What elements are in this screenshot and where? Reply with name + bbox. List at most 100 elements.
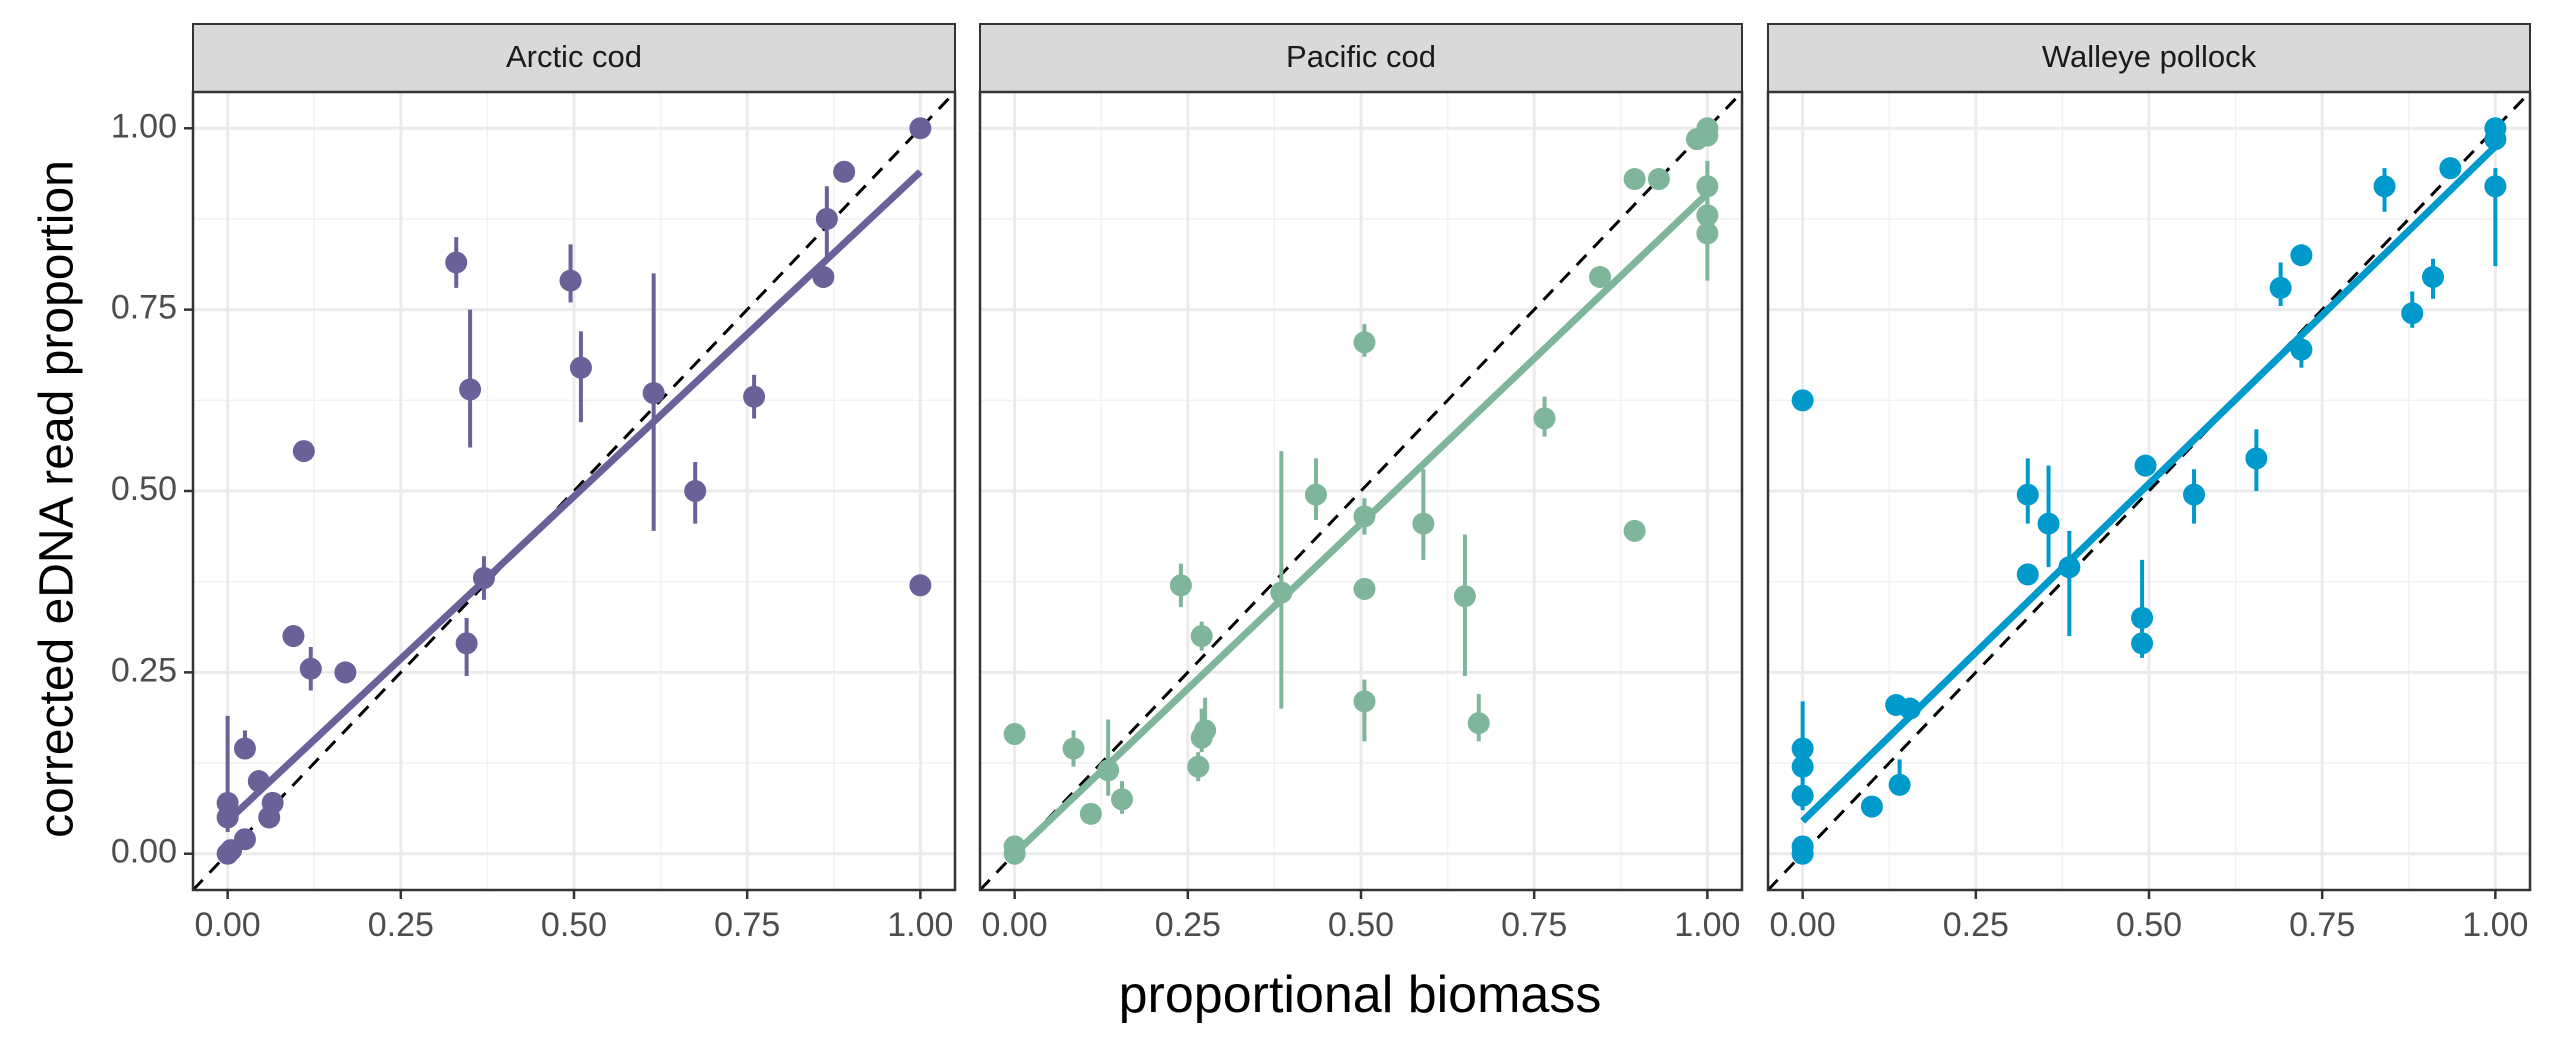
data-point (282, 625, 305, 648)
data-point (1353, 690, 1376, 713)
data-point (233, 737, 256, 760)
data-point (743, 385, 766, 408)
x-tick-label: 0.75 (1501, 906, 1567, 944)
reference-line (1768, 92, 2530, 890)
data-point (334, 661, 357, 684)
data-point (684, 480, 707, 502)
panel-data (980, 92, 1742, 890)
data-point (1097, 759, 1120, 782)
grid (193, 92, 955, 890)
data-point (459, 378, 482, 401)
facet-panel: Walleye pollock 0.00 0.25 0.50 0.75 1.00 (1766, 23, 2532, 944)
reference-line (980, 92, 1742, 890)
facet-strip (1767, 23, 2531, 93)
fit-line (225, 169, 923, 824)
data-point (1304, 483, 1327, 506)
y-axis-title: corrected eDNA read proportion (31, 160, 84, 838)
data-point (1623, 168, 1646, 191)
y-tick-label: 0.25 (111, 651, 177, 689)
facet-strip-label: Walleye pollock (2042, 39, 2257, 74)
x-tick-label: 0.25 (368, 906, 434, 944)
data-point (1003, 835, 1026, 858)
data-point (1079, 802, 1102, 825)
data-point (2131, 632, 2154, 655)
data-point (1791, 755, 1814, 778)
data-point (1860, 795, 1883, 818)
data-point (2016, 483, 2039, 506)
data-point (1270, 581, 1293, 604)
data-point (2183, 483, 2206, 506)
data-point (1003, 723, 1026, 746)
x-tick-label: 1.00 (887, 906, 953, 944)
data-point (1111, 788, 1134, 811)
data-point (815, 207, 838, 230)
data-point (2439, 157, 2462, 180)
x-axis-title: proportional biomass (1119, 966, 1602, 1024)
data-point (1791, 784, 1814, 807)
data-point (1412, 512, 1435, 535)
data-point (2290, 338, 2313, 361)
data-point (1588, 265, 1611, 288)
data-point (1696, 222, 1719, 245)
data-point (216, 791, 239, 814)
facet-panel: Pacific cod 0.00 0.25 0.50 0.75 1.00 (978, 23, 1744, 944)
data-point (2134, 454, 2157, 477)
data-point (2484, 175, 2507, 198)
data-point (2131, 606, 2154, 629)
facet-strip-label: Arctic cod (506, 39, 642, 74)
data-point (292, 440, 315, 463)
data-point (233, 828, 256, 851)
data-point (1696, 175, 1719, 198)
data-point (1453, 585, 1476, 608)
data-point (1696, 204, 1719, 227)
data-point (1791, 737, 1814, 760)
data-point (1791, 835, 1814, 858)
y-tick-label: 0.50 (111, 470, 177, 508)
data-point (1791, 389, 1814, 412)
data-point (1647, 168, 1670, 191)
data-point (1353, 577, 1376, 600)
data-point (2290, 244, 2313, 267)
data-point (1467, 712, 1490, 735)
x-tick-label: 0.50 (541, 906, 607, 944)
data-point (2401, 302, 2424, 325)
data-point (2269, 276, 2292, 299)
data-point (1190, 625, 1213, 648)
data-point (559, 269, 582, 292)
x-tick-label: 0.75 (2289, 906, 2355, 944)
data-point (2058, 556, 2081, 579)
facet-strip (192, 23, 956, 93)
data-point (2484, 128, 2507, 151)
panel-data (1768, 92, 2530, 890)
data-point (1353, 505, 1376, 528)
data-point (1353, 331, 1376, 354)
data-point (472, 567, 495, 590)
facet-panel: Arctic cod 0.00 0.25 0.50 0.75 1.00 0.00 0.25 0.… (111, 23, 957, 944)
x-tick-label: 0.50 (2116, 906, 2182, 944)
x-tick-label: 0.00 (195, 906, 261, 944)
data-point (1696, 124, 1719, 147)
data-point (1169, 574, 1192, 597)
y-tick-label: 0.00 (111, 833, 177, 871)
data-point (2373, 175, 2396, 198)
data-point (247, 770, 270, 793)
data-point (261, 791, 284, 814)
data-point (299, 657, 322, 680)
data-point (1194, 719, 1217, 742)
data-point (2037, 512, 2060, 535)
data-point (1899, 697, 1922, 720)
data-point (2016, 563, 2039, 586)
data-point (812, 265, 835, 288)
data-point (455, 632, 478, 655)
x-tick-label: 0.00 (1770, 906, 1836, 944)
data-point (569, 356, 592, 379)
facets: Arctic cod 0.00 0.25 0.50 0.75 1.00 0.00 0.25 0.… (111, 23, 2532, 944)
x-tick-label: 0.00 (982, 906, 1048, 944)
data-point (445, 251, 468, 274)
data-point (1187, 755, 1210, 778)
x-tick-label: 1.00 (1674, 906, 1740, 944)
y-tick-label: 1.00 (111, 107, 177, 145)
y-tick-label: 0.75 (111, 289, 177, 327)
x-tick-label: 0.25 (1943, 906, 2009, 944)
